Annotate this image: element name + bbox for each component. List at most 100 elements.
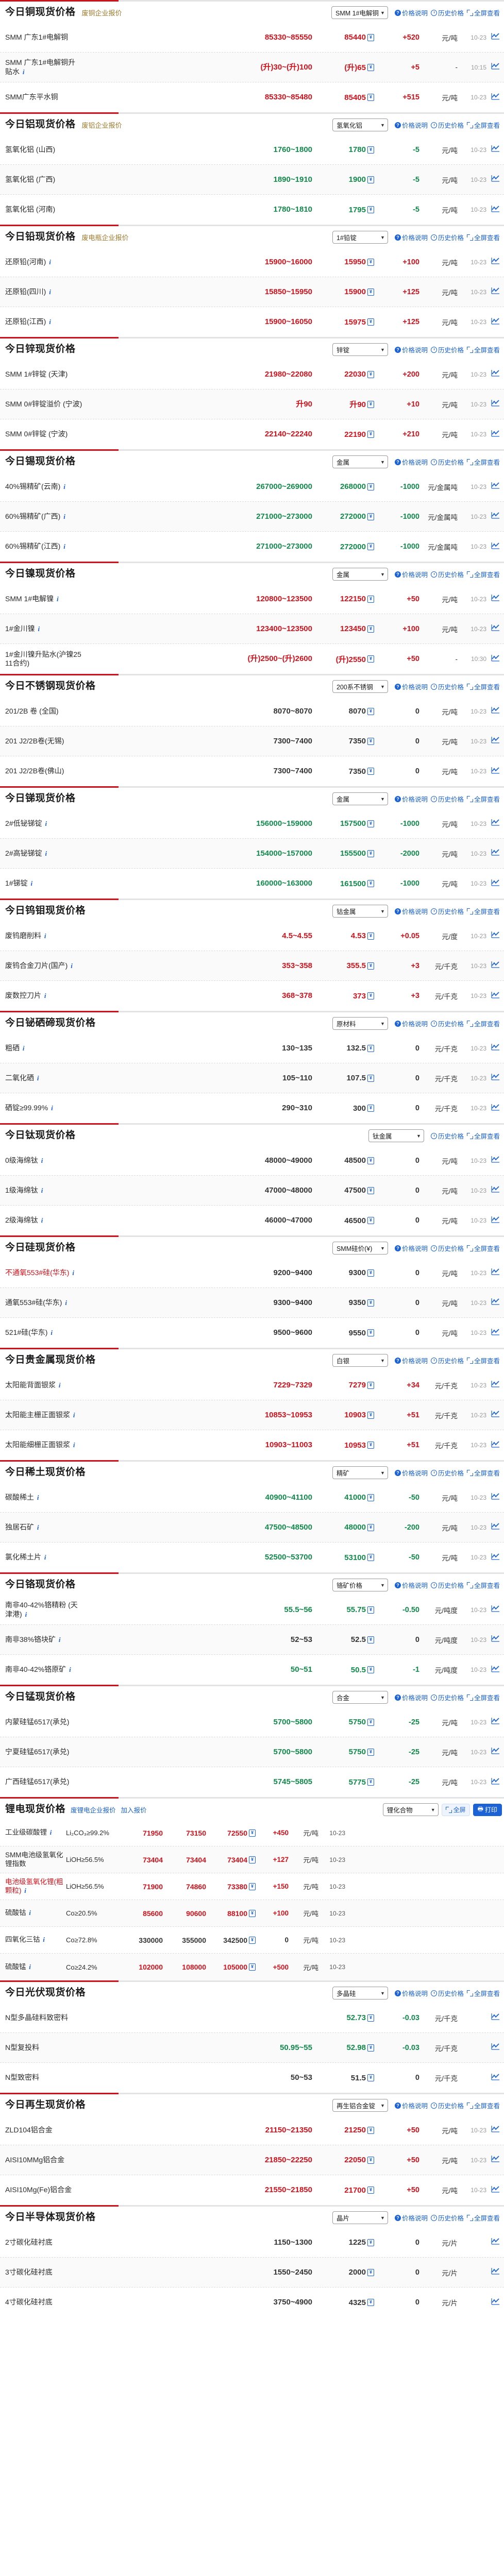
info-icon[interactable]: i	[25, 1610, 27, 1618]
info-icon[interactable]: i	[37, 1074, 39, 1082]
yen-note-icon[interactable]: ¥	[249, 1829, 256, 1837]
history-price-link[interactable]: 历史价格	[430, 794, 464, 804]
spark-chart-icon[interactable]	[491, 624, 500, 634]
info-icon[interactable]: i	[51, 1104, 53, 1112]
yen-note-icon[interactable]: ¥	[367, 1718, 374, 1726]
add-quote-link[interactable]: 加入报价	[121, 1807, 147, 1814]
fullscreen-button[interactable]: 全屏	[441, 1803, 470, 1816]
yen-note-icon[interactable]: ¥	[367, 1523, 374, 1531]
spark-chart-icon[interactable]	[491, 1410, 500, 1420]
price-note-link[interactable]: ? 价格说明	[394, 682, 428, 691]
history-price-link[interactable]: 历史价格	[430, 1355, 464, 1365]
yen-note-icon[interactable]: ¥	[249, 1963, 256, 1971]
info-icon[interactable]: i	[37, 1493, 39, 1501]
fullscreen-link[interactable]: 全屏查看	[466, 1468, 500, 1478]
spark-chart-icon[interactable]	[491, 1493, 500, 1502]
yen-note-icon[interactable]: ¥	[367, 707, 374, 715]
spark-chart-icon[interactable]	[491, 205, 500, 215]
yen-note-icon[interactable]: ¥	[367, 1554, 374, 1561]
info-icon[interactable]: i	[57, 595, 59, 603]
history-price-link[interactable]: 历史价格	[430, 457, 464, 467]
yen-note-icon[interactable]: ¥	[367, 288, 374, 296]
info-icon[interactable]: i	[22, 67, 25, 76]
yen-note-icon[interactable]: ¥	[367, 1606, 374, 1614]
fullscreen-link[interactable]: 全屏查看	[466, 1692, 500, 1702]
history-price-link[interactable]: 历史价格	[430, 1988, 464, 1998]
price-note-link[interactable]: ? 价格说明	[394, 1355, 428, 1365]
fullscreen-link[interactable]: 全屏查看	[466, 569, 500, 579]
price-note-link[interactable]: ? 价格说明	[394, 906, 428, 916]
spark-chart-icon[interactable]	[491, 369, 500, 379]
category-select-lead[interactable]: 1#铅锭 ▼	[332, 231, 388, 244]
yen-note-icon[interactable]: ¥	[367, 1666, 374, 1673]
fullscreen-link[interactable]: 全屏查看	[466, 1580, 500, 1590]
price-note-link[interactable]: ? 价格说明	[394, 8, 428, 18]
category-select-chrome[interactable]: 铬矿价格 ▼	[332, 1579, 388, 1591]
yen-note-icon[interactable]: ¥	[367, 1074, 374, 1082]
info-icon[interactable]: i	[71, 961, 73, 970]
spark-chart-icon[interactable]	[491, 2238, 500, 2247]
spark-chart-icon[interactable]	[491, 32, 500, 42]
info-icon[interactable]: i	[29, 1909, 31, 1917]
spark-chart-icon[interactable]	[491, 706, 500, 716]
spark-chart-icon[interactable]	[491, 991, 500, 1001]
yen-note-icon[interactable]: ¥	[367, 1636, 374, 1643]
spark-chart-icon[interactable]	[491, 287, 500, 297]
yen-note-icon[interactable]: ¥	[367, 962, 374, 970]
yen-note-icon[interactable]: ¥	[367, 513, 374, 520]
spark-chart-icon[interactable]	[491, 819, 500, 828]
yen-note-icon[interactable]: ¥	[367, 2299, 374, 2306]
yen-note-icon[interactable]: ¥	[367, 2268, 374, 2276]
info-icon[interactable]: i	[63, 482, 65, 490]
history-price-link[interactable]: 历史价格	[430, 120, 464, 130]
yen-note-icon[interactable]: ¥	[249, 1936, 256, 1944]
fullscreen-link[interactable]: 全屏查看	[466, 1355, 500, 1365]
yen-note-icon[interactable]: ¥	[367, 1329, 374, 1336]
spark-chart-icon[interactable]	[491, 1104, 500, 1113]
fullscreen-link[interactable]: 全屏查看	[466, 2213, 500, 2223]
spark-chart-icon[interactable]	[491, 1073, 500, 1083]
history-price-link[interactable]: 历史价格	[430, 569, 464, 579]
spark-chart-icon[interactable]	[491, 879, 500, 889]
yen-note-icon[interactable]: ¥	[367, 932, 374, 940]
fullscreen-link[interactable]: 全屏查看	[466, 1019, 500, 1028]
yen-note-icon[interactable]: ¥	[367, 400, 374, 408]
spark-chart-icon[interactable]	[491, 736, 500, 746]
yen-note-icon[interactable]: ¥	[367, 1778, 374, 1786]
yen-note-icon[interactable]: ¥	[367, 992, 374, 999]
info-icon[interactable]: i	[51, 1329, 53, 1337]
price-note-link[interactable]: ? 价格说明	[394, 232, 428, 242]
category-select-silicon[interactable]: SMM硅价(¥) ▼	[332, 1242, 388, 1255]
price-note-link[interactable]: ? 价格说明	[394, 1468, 428, 1478]
info-icon[interactable]: i	[41, 1186, 43, 1194]
yen-note-icon[interactable]: ¥	[367, 483, 374, 490]
spark-chart-icon[interactable]	[491, 317, 500, 327]
spark-chart-icon[interactable]	[491, 62, 500, 72]
spark-chart-icon[interactable]	[491, 654, 500, 664]
info-icon[interactable]: i	[49, 1828, 52, 1837]
fullscreen-link[interactable]: 全屏查看	[466, 1131, 500, 1141]
info-icon[interactable]: i	[38, 624, 40, 633]
price-note-link[interactable]: ? 价格说明	[394, 1019, 428, 1028]
yen-note-icon[interactable]: ¥	[367, 2126, 374, 2134]
history-price-link[interactable]: 历史价格	[430, 1468, 464, 1478]
spark-chart-icon[interactable]	[491, 93, 500, 103]
category-select-pv[interactable]: 多晶硅 ▼	[332, 1987, 388, 1999]
history-price-link[interactable]: 历史价格	[430, 1019, 464, 1028]
info-icon[interactable]: i	[58, 1635, 61, 1643]
info-icon[interactable]: i	[65, 1298, 67, 1307]
spark-chart-icon[interactable]	[491, 1298, 500, 1308]
section-subtitle-link[interactable]: 废电瓶企业报价	[81, 234, 129, 242]
yen-note-icon[interactable]: ¥	[367, 146, 374, 154]
spark-chart-icon[interactable]	[491, 2073, 500, 2083]
yen-note-icon[interactable]: ¥	[367, 1748, 374, 1756]
category-select-rareearth[interactable]: 精矿 ▼	[332, 1466, 388, 1479]
fullscreen-link[interactable]: 全屏查看	[466, 682, 500, 691]
spark-chart-icon[interactable]	[491, 482, 500, 492]
yen-note-icon[interactable]: ¥	[367, 2074, 374, 2081]
section-subtitle-link[interactable]: 废铜企业报价	[81, 9, 122, 17]
history-price-link[interactable]: 历史价格	[430, 1580, 464, 1590]
info-icon[interactable]: i	[63, 512, 65, 520]
waste-lithium-quote-link[interactable]: 废锂电企业报价	[71, 1807, 116, 1814]
history-price-link[interactable]: 历史价格	[430, 8, 464, 18]
